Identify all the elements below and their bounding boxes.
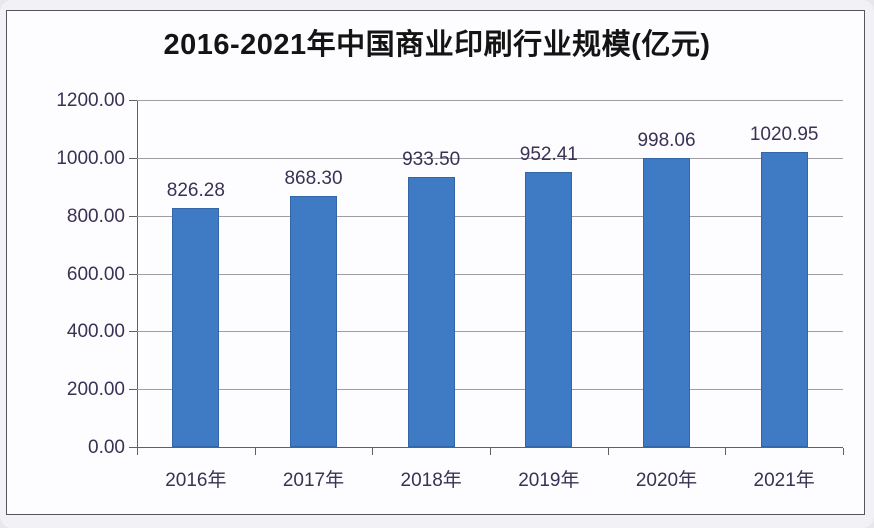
data-label: 1020.95 — [749, 123, 819, 145]
y-axis-tick-mark — [129, 331, 137, 333]
y-axis-tick-mark — [129, 447, 137, 448]
gridline — [137, 100, 843, 101]
x-axis-tick-label: 2021年 — [753, 470, 815, 491]
plot-area: 826.28 868.30 933.50 952.41 998.06 1020.95 — [137, 100, 843, 447]
y-axis-tick-mark — [129, 273, 137, 275]
x-axis-tick-mark — [372, 448, 374, 455]
gridline — [137, 215, 843, 217]
x-axis-tick-mark — [254, 448, 256, 455]
x-axis-tick-label: 2018年 — [400, 470, 462, 491]
bar — [760, 151, 808, 447]
bar — [172, 208, 220, 447]
y-axis-tick-label: 1000.00 — [56, 147, 125, 169]
gridline — [137, 389, 843, 391]
x-axis-line — [130, 447, 843, 448]
y-axis-tick-label: 800.00 — [66, 205, 125, 227]
data-label: 826.28 — [166, 180, 225, 202]
x-axis-tick-mark — [137, 448, 138, 455]
x-axis-tick-label: 2016年 — [165, 470, 227, 491]
data-label: 868.30 — [284, 167, 343, 189]
y-axis-tick-mark — [129, 157, 137, 159]
x-axis-tick-mark — [490, 448, 491, 455]
gridline — [137, 273, 843, 275]
data-label: 998.06 — [637, 130, 696, 152]
y-axis-tick-label: 1200.00 — [56, 90, 125, 111]
bar — [407, 177, 455, 447]
y-axis-tick-mark — [129, 389, 137, 391]
x-axis-tick-label: 2020年 — [635, 470, 698, 491]
y-axis-tick-label: 600.00 — [66, 263, 125, 285]
x-axis-tick-mark — [843, 448, 844, 455]
bar — [643, 158, 690, 447]
bar — [525, 171, 573, 447]
bar — [290, 195, 337, 447]
data-label: 952.41 — [519, 143, 578, 165]
chart-title: 2016-2021年中国商业印刷行业规模(亿元) — [163, 29, 711, 61]
x-axis-tick-mark — [607, 448, 609, 455]
gridline — [137, 331, 843, 333]
x-axis-tick-label: 2017年 — [282, 470, 345, 491]
y-axis-tick-mark — [129, 215, 137, 217]
y-axis-tick-mark — [129, 100, 137, 101]
x-axis-tick-mark — [725, 448, 727, 455]
data-label: 933.50 — [402, 149, 461, 171]
y-axis-tick-label: 200.00 — [66, 379, 125, 401]
x-axis-tick-label: 2019年 — [518, 470, 580, 491]
gridline — [137, 157, 843, 159]
y-axis-tick-label: 0.00 — [88, 437, 125, 458]
y-axis-tick-label: 400.00 — [66, 321, 125, 343]
